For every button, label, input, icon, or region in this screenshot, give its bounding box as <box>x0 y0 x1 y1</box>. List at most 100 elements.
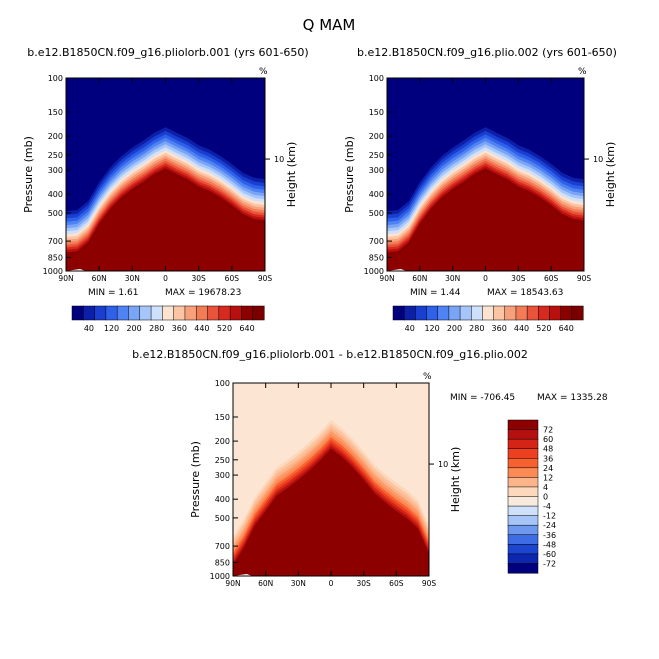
contour-band-max <box>66 171 265 271</box>
panel-title: b.e12.B1850CN.f09_g16.plio.002 (yrs 601-… <box>357 46 617 59</box>
y-tick-label: 150 <box>369 108 384 117</box>
colorbar-label: 72 <box>543 426 553 435</box>
y-tick-label: 250 <box>215 456 230 465</box>
max-label: MAX = 1335.28 <box>537 393 608 403</box>
figure-title: Q MAM <box>303 16 356 34</box>
right-axis-unit: % <box>423 372 432 382</box>
colorbar-box <box>507 467 539 478</box>
colorbar-box <box>150 305 163 321</box>
colorbar-box <box>116 305 130 321</box>
colorbar-box <box>128 305 141 321</box>
colorbar-label: -36 <box>543 531 556 540</box>
colorbar-box <box>83 305 96 321</box>
colorbar-label: 60 <box>543 435 553 444</box>
colorbar-box <box>515 305 528 321</box>
colorbar-label: 24 <box>543 464 553 473</box>
colorbar-box <box>470 305 483 321</box>
max-label: MAX = 18543.63 <box>487 288 563 298</box>
contour-band-max <box>387 171 584 271</box>
y-tick-label: 500 <box>215 514 230 523</box>
x-tick-label: 90S <box>258 274 273 283</box>
y-tick-label: 850 <box>48 253 63 262</box>
colorbar-label: 48 <box>543 445 553 454</box>
x-tick-label: 30S <box>192 274 207 283</box>
colorbar-box <box>173 305 186 321</box>
panel-title: b.e12.B1850CN.f09_g16.pliolorb.001 (yrs … <box>27 46 308 59</box>
colorbar-box <box>252 305 265 321</box>
colorbar-box <box>162 305 175 321</box>
right-tick-label: 10 <box>274 155 284 164</box>
colorbar-box <box>526 305 539 321</box>
panel-title: b.e12.B1850CN.f09_g16.pliolorb.001 - b.e… <box>132 348 528 361</box>
contour-bands <box>233 420 429 576</box>
y-tick-label: 150 <box>48 108 63 117</box>
colorbar-box <box>507 553 539 564</box>
colorbar-box <box>71 305 84 321</box>
y-tick-label: 100 <box>48 74 63 83</box>
colorbar-label: 4 <box>543 483 548 492</box>
colorbar-box <box>507 505 539 517</box>
colorbar-box <box>415 305 428 321</box>
x-tick-label: 30N <box>445 274 460 283</box>
contour-band-max <box>233 456 429 576</box>
colorbar-label: 40 <box>84 324 94 333</box>
right-tick-label: 10 <box>593 155 603 164</box>
colorbar-label: 280 <box>469 324 484 333</box>
colorbar-box <box>507 477 539 488</box>
colorbar-label: 40 <box>405 324 415 333</box>
y-tick-label: 200 <box>48 132 63 141</box>
colorbar-box <box>229 305 242 321</box>
colorbar-box <box>94 305 107 321</box>
y-tick-label: 200 <box>215 437 230 446</box>
colorbar-box <box>426 305 439 321</box>
y-tick-label: 1000 <box>364 267 384 276</box>
y-tick-label: 250 <box>48 151 63 160</box>
colorbar-label: 520 <box>217 324 232 333</box>
y-tick-label: 300 <box>48 166 63 175</box>
colorbar-box <box>507 563 539 574</box>
y-tick-label: 400 <box>369 190 384 199</box>
colorbar-box <box>507 515 539 526</box>
colorbar-label: -72 <box>543 559 556 568</box>
x-tick-label: 0 <box>163 274 168 283</box>
x-tick-label: 60N <box>92 274 107 283</box>
right-axis-label: Height (km) <box>285 142 298 208</box>
colorbar-label: 440 <box>514 324 529 333</box>
colorbar-box <box>507 544 539 555</box>
y-tick-label: 300 <box>215 471 230 480</box>
contour-bands <box>66 127 265 271</box>
colorbar-box <box>560 305 573 321</box>
colorbar-box <box>507 429 539 440</box>
y-tick-label: 700 <box>215 542 230 551</box>
y-tick-label: 850 <box>369 253 384 262</box>
max-label: MAX = 19678.23 <box>165 288 241 298</box>
x-tick-label: 90N <box>379 274 394 283</box>
colorbar-box <box>507 448 539 459</box>
y-tick-label: 100 <box>215 379 230 388</box>
colorbar-label: 360 <box>492 324 507 333</box>
colorbar-label: 200 <box>447 324 462 333</box>
colorbar-label: 280 <box>149 324 164 333</box>
colorbar-label: 36 <box>543 454 553 463</box>
min-label: MIN = -706.45 <box>450 393 515 403</box>
colorbar-label: 520 <box>536 324 551 333</box>
x-tick-label: 30N <box>291 579 306 588</box>
colorbar-box <box>241 305 254 321</box>
colorbar-box <box>493 305 506 321</box>
x-tick-label: 60S <box>544 274 559 283</box>
colorbar-box <box>549 305 562 321</box>
right-axis-unit: % <box>259 67 268 77</box>
colorbar-box <box>207 305 220 321</box>
y-tick-label: 500 <box>369 209 384 218</box>
y-tick-label: 150 <box>215 413 230 422</box>
colorbar-box <box>139 305 152 321</box>
colorbar-box <box>482 305 495 321</box>
colorbar-box <box>437 305 450 321</box>
y-tick-label: 400 <box>48 190 63 199</box>
y-tick-label: 100 <box>369 74 384 83</box>
y-tick-label: 300 <box>369 166 384 175</box>
colorbar-box <box>538 305 551 321</box>
right-axis-label: Height (km) <box>604 142 617 208</box>
y-tick-label: 200 <box>369 132 384 141</box>
